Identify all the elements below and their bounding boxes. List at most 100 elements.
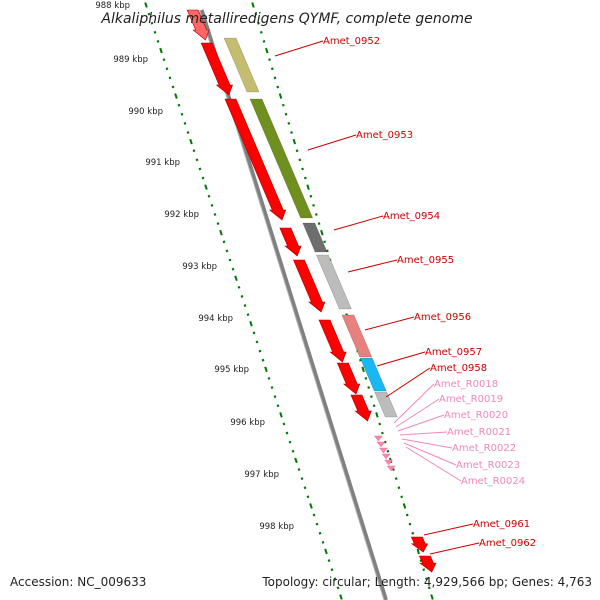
rna-marker [384, 459, 394, 466]
minor-tick [394, 477, 398, 480]
major-tick [309, 503, 313, 509]
minor-tick [262, 40, 266, 43]
major-tick [174, 93, 178, 99]
minor-tick [287, 122, 291, 125]
gene-label[interactable]: Amet_0954 [383, 211, 440, 222]
cog-box-0956 [341, 314, 373, 358]
gene-label[interactable]: Amet_R0022 [452, 443, 516, 454]
scale-label: 994 kbp [198, 314, 233, 324]
minor-tick [252, 331, 256, 335]
minor-tick [225, 249, 229, 253]
major-tick [361, 366, 365, 373]
minor-tick [207, 194, 211, 198]
gene-label[interactable]: Amet_R0019 [439, 394, 503, 405]
minor-tick [282, 422, 286, 426]
major-tick [219, 229, 223, 236]
minor-tick [422, 568, 426, 572]
label-leader-line [333, 215, 384, 231]
gene-label[interactable]: Amet_0956 [414, 312, 471, 323]
minor-tick [378, 422, 382, 426]
gene-label[interactable]: Amet_R0018 [434, 379, 498, 390]
arrow-amet-0956 [318, 319, 347, 363]
arrow-amet-0961 [410, 536, 429, 553]
scale-label: 993 kbp [182, 262, 217, 272]
minor-tick [258, 349, 262, 353]
minor-tick [156, 40, 160, 43]
minor-tick [370, 395, 373, 399]
minor-tick [259, 30, 263, 34]
major-tick [251, 2, 255, 8]
label-leader-line [307, 134, 357, 151]
backbone-highlight [199, 9, 385, 600]
minor-tick [314, 213, 318, 216]
minor-tick [150, 21, 154, 25]
gene-label[interactable]: Amet_0957 [425, 347, 482, 358]
minor-tick [177, 103, 181, 107]
minor-tick [312, 203, 315, 207]
genome-backbone [199, 9, 388, 600]
minor-tick [210, 203, 214, 207]
gene-label[interactable]: Amet_0961 [473, 519, 530, 530]
minor-tick [427, 586, 431, 590]
scale-label: 991 kbp [145, 158, 180, 168]
minor-tick [201, 176, 205, 180]
arrow-amet-0957 [336, 362, 361, 395]
major-tick [279, 412, 283, 418]
gene-label[interactable]: Amet_0952 [323, 36, 380, 47]
minor-tick [315, 522, 319, 526]
gene-label[interactable]: Amet_0955 [397, 255, 454, 266]
minor-tick [303, 486, 307, 490]
minor-tick [273, 395, 277, 399]
minor-tick [295, 149, 299, 153]
major-tick [159, 47, 163, 54]
minor-tick [288, 440, 292, 444]
major-tick [294, 457, 298, 464]
minor-tick [231, 267, 235, 271]
gene-label[interactable]: Amet_R0020 [444, 410, 508, 421]
minor-tick [336, 586, 340, 590]
major-tick [234, 275, 238, 282]
gene-label[interactable]: Amet_R0023 [456, 460, 520, 471]
minor-tick [270, 67, 274, 71]
minor-tick [327, 559, 331, 562]
minor-tick [246, 313, 250, 317]
backbone-line [199, 9, 388, 600]
label-leader-line [397, 414, 445, 432]
gene-label[interactable]: Amet_R0021 [447, 427, 511, 438]
genome-summary: Topology: circular; Length: 4,929,566 bp… [261, 575, 592, 589]
label-leader-line [347, 259, 398, 273]
minor-tick [419, 559, 423, 562]
minor-tick [198, 167, 202, 171]
scale-label: 992 kbp [164, 210, 199, 220]
minor-tick [284, 112, 288, 116]
feature-boxes [186, 9, 437, 573]
gene-label[interactable]: Amet_0958 [430, 363, 487, 374]
minor-tick [291, 449, 295, 453]
major-tick [375, 412, 379, 418]
minor-tick [254, 12, 258, 16]
arrow-amet-0954 [279, 227, 302, 257]
arrow-amet-0953 [224, 98, 287, 221]
gene-label[interactable]: Amet_0962 [479, 538, 536, 549]
rna-marker [376, 441, 386, 448]
major-tick [189, 138, 193, 145]
major-tick [339, 594, 343, 600]
minor-tick [301, 167, 304, 171]
minor-tick [330, 568, 334, 572]
gene-label[interactable]: Amet_R0024 [461, 476, 525, 487]
minor-tick [386, 449, 390, 453]
gene-label[interactable]: Amet_0953 [356, 130, 413, 141]
label-leader-line [399, 431, 448, 436]
minor-tick [240, 295, 244, 298]
scale-label: 988 kbp [95, 1, 130, 11]
minor-tick [243, 304, 247, 307]
major-tick [264, 366, 268, 373]
accession-label: Accession: NC_009633 [10, 575, 146, 589]
minor-tick [323, 240, 326, 244]
cog-box-0953 [249, 98, 314, 219]
label-leader-line [429, 542, 480, 555]
minor-tick [147, 12, 151, 16]
major-tick [402, 503, 407, 509]
cog-box-0957 [359, 357, 387, 392]
